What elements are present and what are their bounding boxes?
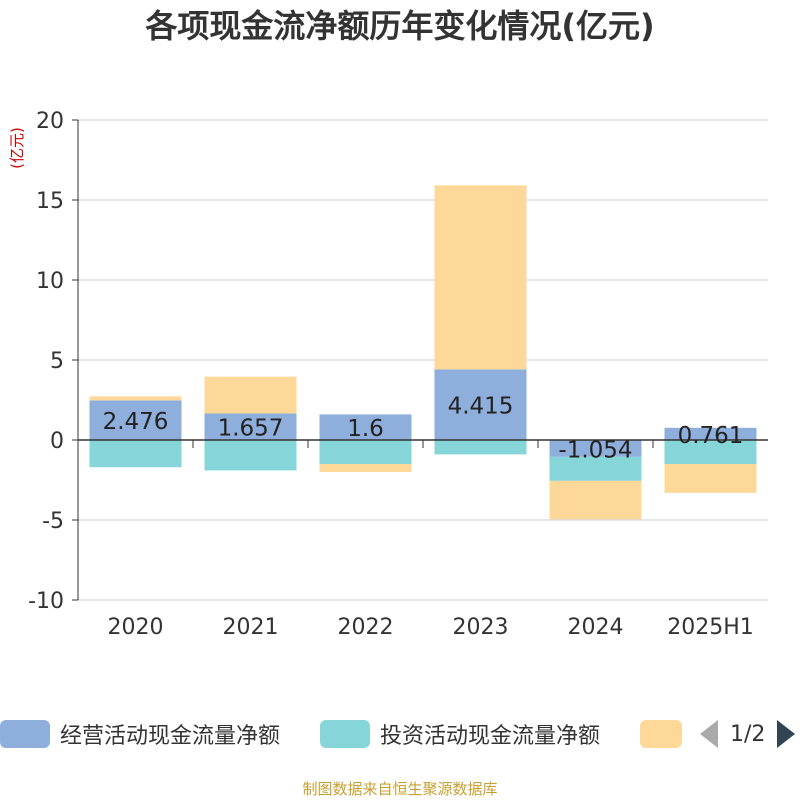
data-label: 1.6 [347, 416, 384, 442]
x-tick-label: 2020 [108, 615, 164, 640]
bar-2021-series-1 [204, 440, 297, 471]
x-tick-label: 2021 [223, 615, 279, 640]
bar-2021-series-2 [204, 376, 297, 414]
bar-2022-series-1 [319, 440, 412, 464]
bar-2023-series-1 [434, 440, 527, 455]
data-label: 2.476 [103, 409, 169, 435]
x-tick-label: 2025H1 [667, 615, 754, 640]
bar-2024-series-0 [549, 440, 642, 457]
x-tick-label: 2024 [568, 615, 624, 640]
data-label: 4.415 [448, 394, 514, 420]
legend-prev-icon[interactable] [700, 720, 718, 748]
legend-swatch-operating [0, 720, 50, 748]
x-tick-label: 2023 [453, 615, 509, 640]
y-tick-label: 20 [36, 109, 64, 134]
bar-2023-series-0 [434, 369, 527, 440]
legend-item-investing[interactable]: 投资活动现金流量净额 [320, 718, 600, 750]
legend-page-indicator: 1/2 [730, 721, 766, 747]
legend-swatch-investing [320, 720, 370, 748]
legend-item-operating[interactable]: 经营活动现金流量净额 [0, 718, 280, 750]
bar-2021-series-0 [204, 413, 297, 440]
y-tick-label: -10 [28, 589, 64, 614]
y-tick-label: -5 [42, 509, 64, 534]
legend-item-third[interactable] [640, 718, 682, 750]
bar-2023-series-2 [434, 185, 527, 370]
chart-title: 各项现金流净额历年变化情况(亿元) [145, 7, 655, 45]
bar-2020-series-0 [89, 400, 182, 440]
y-tick-label: 0 [50, 429, 64, 454]
bar-2020-series-1 [89, 440, 182, 468]
data-label: 0.761 [678, 423, 744, 449]
y-tick-label: 10 [36, 269, 64, 294]
legend-label-investing: 投资活动现金流量净额 [380, 724, 601, 749]
bar-2022-series-2 [319, 464, 412, 472]
x-tick-label: 2022 [338, 615, 394, 640]
data-label: -1.054 [558, 437, 632, 463]
y-tick-label: 15 [36, 189, 64, 214]
bar-2025H1-series-1 [664, 440, 757, 464]
legend-next-icon[interactable] [777, 720, 796, 748]
bar-2025H1-series-2 [664, 464, 757, 493]
data-label: 1.657 [218, 416, 284, 442]
legend-swatch-third [640, 720, 682, 748]
legend-label-operating: 经营活动现金流量净额 [60, 724, 281, 749]
bar-2022-series-0 [319, 414, 412, 440]
bar-2025H1-series-0 [664, 427, 757, 440]
legend-pager: 1/2 [700, 718, 796, 750]
bar-2024-series-2 [549, 480, 642, 520]
y-tick-label: 5 [50, 349, 64, 374]
source-note: 制图数据来自恒生聚源数据库 [302, 780, 498, 798]
bar-2024-series-1 [549, 456, 642, 481]
y-axis-label: (亿元) [8, 127, 26, 169]
bar-2020-series-2 [89, 396, 182, 401]
